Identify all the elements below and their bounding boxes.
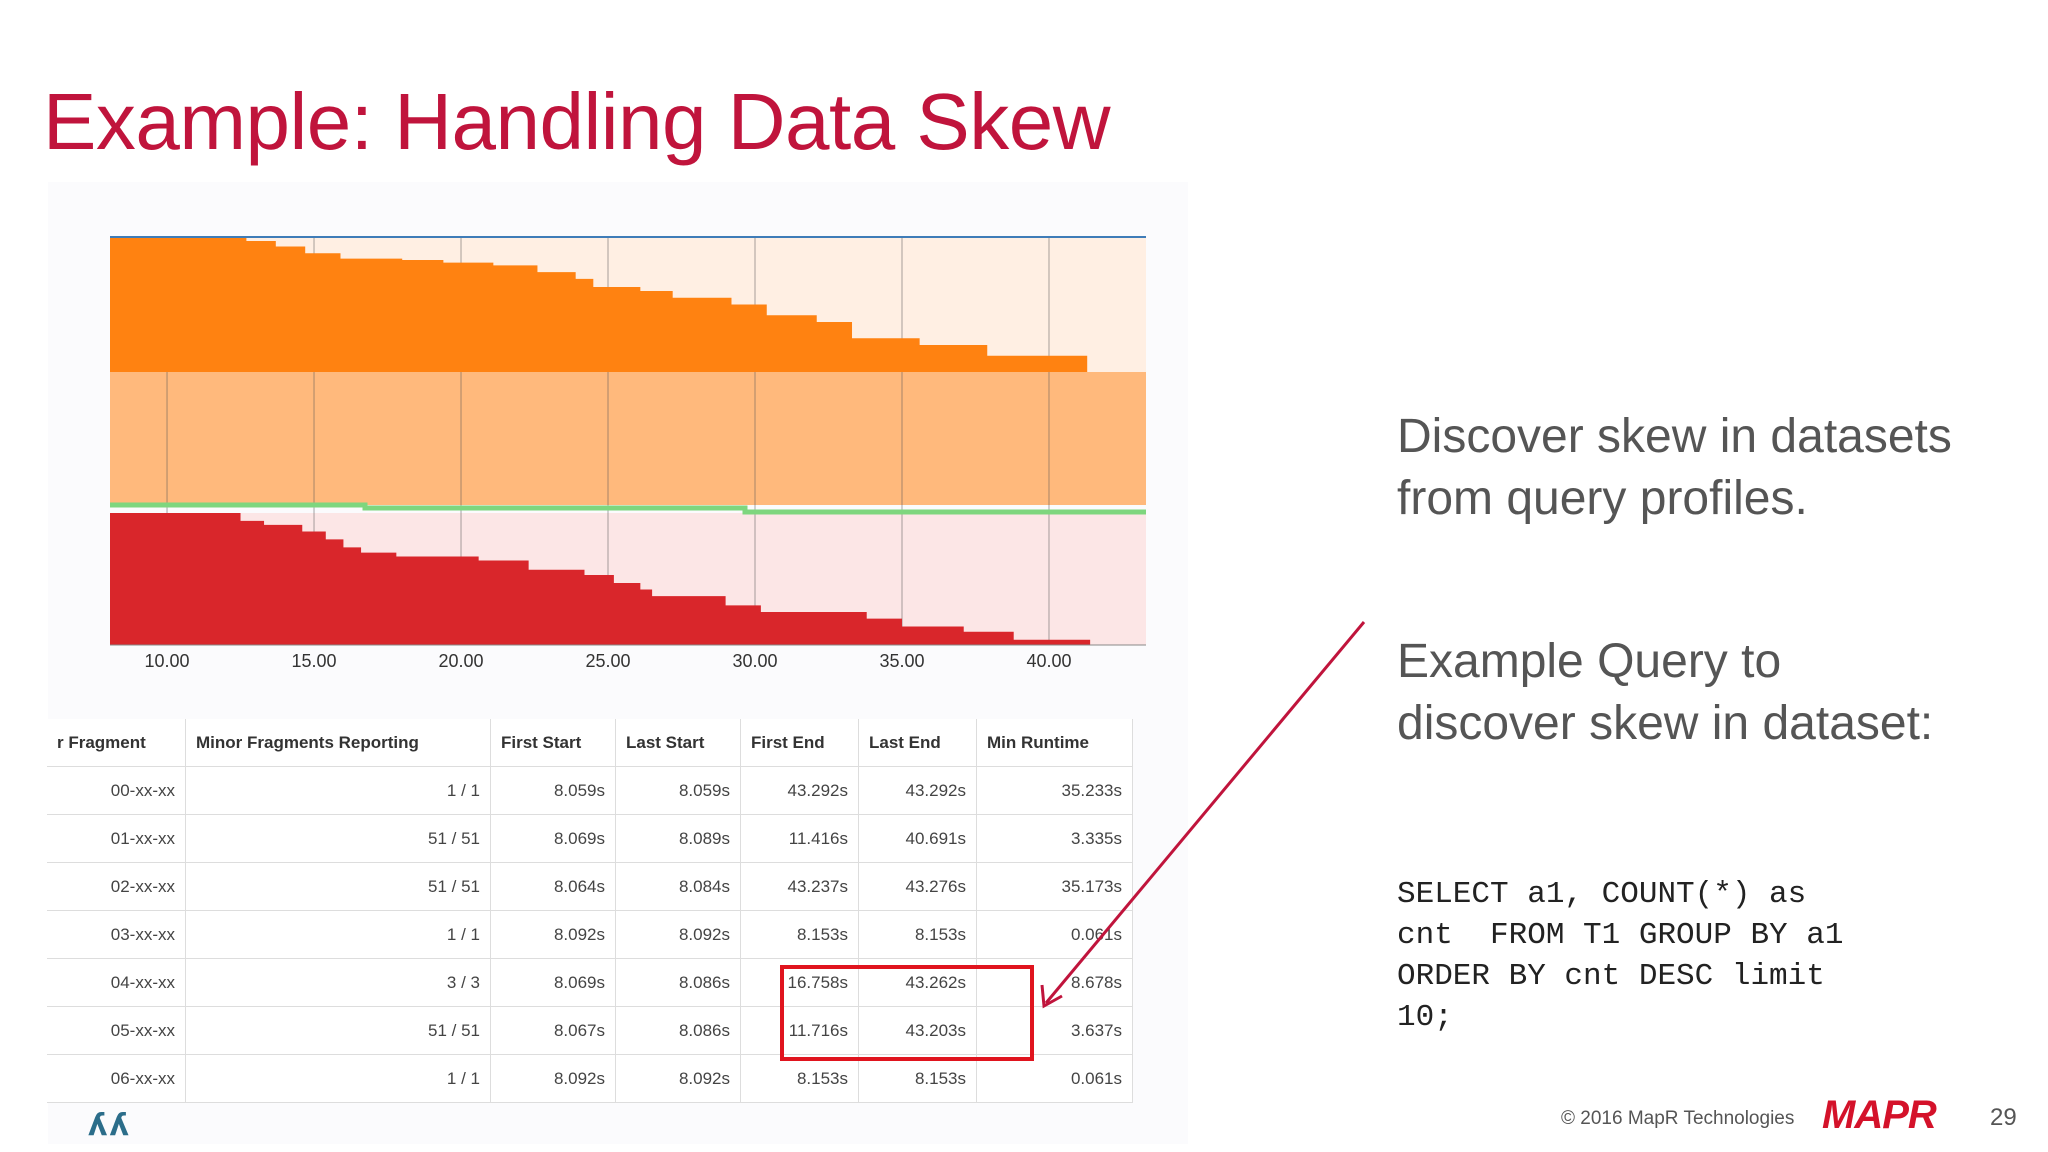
fragment-profile-table: r Fragment Minor Fragments Reporting First… [47,719,1133,1103]
x-tick-label-2: 20.00 [438,651,483,671]
table-cell: 43.276s [858,862,977,911]
mapr-logo: MAPR [1822,1094,1938,1134]
x-tick-label-6: 40.00 [1026,651,1071,671]
table-cell: 51 / 51 [185,862,491,911]
slide-title: Example: Handling Data Skew [43,77,1111,166]
table-cell: 8.153s [740,1054,859,1103]
example-sql-code: SELECT a1, COUNT(*) as cnt FROM T1 GROUP… [1397,877,1844,1035]
table-cell: 8.153s [740,910,859,959]
table-cell: 8.092s [615,910,741,959]
column-header[interactable]: r Fragment [47,719,186,767]
table-header-row: r Fragment Minor Fragments Reporting First… [47,719,1133,767]
table-cell: 43.292s [740,766,859,815]
x-tick-label-3: 25.00 [585,651,630,671]
table-cell: 3.335s [976,814,1133,863]
table-row: 06-xx-xx 1 / 1 8.092s 8.092s 8.153s 8.153s 0.0… [47,1054,1133,1103]
table-cell: 06-xx-xx [47,1054,186,1103]
green-progress-line [110,502,1146,515]
table-cell: 04-xx-xx [47,958,186,1007]
table-cell: 1 / 1 [185,1054,491,1103]
table-cell: 8.069s [490,814,616,863]
table-cell: 35.173s [976,862,1133,911]
column-header[interactable]: Minor Fragments Reporting [185,719,491,767]
table-cell: 51 / 51 [185,814,491,863]
copyright-text: © 2016 MapR Technologies [1561,1108,1795,1129]
table-cell: 51 / 51 [185,1006,491,1055]
table-cell: 0.061s [976,1054,1133,1103]
column-header[interactable]: Min Runtime [976,719,1133,767]
table-cell: 8.069s [490,958,616,1007]
table-cell: 8.067s [490,1006,616,1055]
table-cell: 8.089s [615,814,741,863]
table-cell: 3 / 3 [185,958,491,1007]
mapr-logo-text: MAPR [1822,1094,1937,1134]
fragment-timeline-chart: 10.00 15.00 20.00 25.00 30.00 35.00 40.00 [110,236,1146,671]
table-cell: 40.691s [858,814,977,863]
table-row: 03-xx-xx 1 / 1 8.092s 8.092s 8.153s 8.153s 0.0… [47,910,1133,959]
table-cell: 1 / 1 [185,766,491,815]
table-cell: 0.061s [976,910,1133,959]
table-cell: 35.233s [976,766,1133,815]
column-header[interactable]: First End [740,719,859,767]
table-cell: 00-xx-xx [47,766,186,815]
table-cell: 8.092s [490,1054,616,1103]
series-area-1 [110,513,1091,645]
page-number: 29 [1990,1104,2017,1131]
table-cell: 43.292s [858,766,977,815]
table-cell: 8.059s [490,766,616,815]
table-cell: 03-xx-xx [47,910,186,959]
table-row: 04-xx-xx 3 / 3 8.069s 8.086s 16.758s 43.262s 8… [47,958,1133,1007]
table-row: 01-xx-xx 51 / 51 8.069s 8.089s 11.416s 40.691… [47,814,1133,863]
table-cell: 8.086s [615,1006,741,1055]
x-tick-label-4: 30.00 [732,651,777,671]
x-tick-label-0: 10.00 [145,651,190,671]
table-cell: 8.092s [490,910,616,959]
table-cell: 43.237s [740,862,859,911]
x-tick-label-1: 15.00 [292,651,337,671]
table-cell: 8.059s [615,766,741,815]
table-cell: 8.064s [490,862,616,911]
table-cell: 8.153s [858,910,977,959]
corner-mark-icon: ʎʎ [88,1108,132,1143]
example-query-text: Example Query to discover skew in datase… [1397,635,1934,750]
discover-skew-text: Discover skew in datasets from query pro… [1397,410,1952,525]
table-cell: 8.084s [615,862,741,911]
table-cell: 02-xx-xx [47,862,186,911]
table-cell: 05-xx-xx [47,1006,186,1055]
column-header[interactable]: Last End [858,719,977,767]
column-header[interactable]: First Start [490,719,616,767]
table-cell: 01-xx-xx [47,814,186,863]
series-area-0 [110,237,1088,372]
table-cell: 8.153s [858,1054,977,1103]
skew-highlight-box [780,965,1034,1061]
column-header[interactable]: Last Start [615,719,741,767]
x-tick-label-5: 35.00 [879,651,924,671]
table-cell: 11.416s [740,814,859,863]
table-cell: 1 / 1 [185,910,491,959]
table-cell: 8.092s [615,1054,741,1103]
table-cell: 8.086s [615,958,741,1007]
band-1 [110,372,1146,505]
table-row: 02-xx-xx 51 / 51 8.064s 8.084s 43.237s 43.276… [47,862,1133,911]
table-cell: 11.716s [740,1006,859,1055]
table-row: 00-xx-xx 1 / 1 8.059s 8.059s 43.292s 43.292s 3… [47,766,1133,815]
